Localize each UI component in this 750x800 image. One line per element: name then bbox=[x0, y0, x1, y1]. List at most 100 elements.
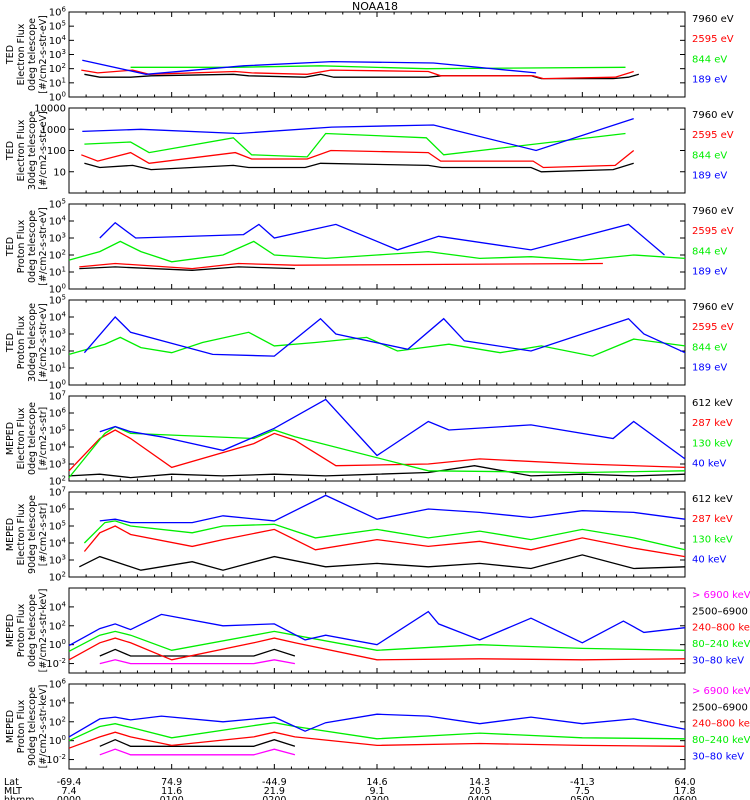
y-tick-label: 102 bbox=[49, 475, 66, 488]
y-tick-label: 100 bbox=[49, 379, 66, 392]
legend-entry: 844 eV bbox=[692, 246, 727, 257]
series-line-0 bbox=[68, 331, 686, 357]
series-line-3 bbox=[99, 221, 665, 256]
y-axis-label: [#/cm2-s-str] bbox=[38, 503, 49, 566]
panel-frame-2 bbox=[68, 203, 686, 290]
series-line-1 bbox=[83, 525, 686, 558]
y-tick-label: 102 bbox=[49, 715, 66, 728]
y-axis-label: Proton Flux bbox=[16, 315, 27, 369]
series-line-2 bbox=[130, 65, 626, 70]
y-axis-label: 0deg telescope bbox=[27, 210, 38, 283]
mlt-label: 21.9 bbox=[264, 786, 285, 797]
y-tick-label: 103 bbox=[49, 48, 66, 61]
y-tick-label: 104 bbox=[49, 215, 67, 228]
y-axis-label: [#/cm2-s-str-eV] bbox=[38, 111, 49, 190]
y-tick-label: 105 bbox=[49, 520, 66, 533]
y-tick-label: 100 bbox=[49, 91, 66, 104]
y-tick-label: 102 bbox=[49, 249, 66, 262]
series-line-4 bbox=[68, 713, 686, 738]
axis-row-label: Lat bbox=[4, 777, 19, 788]
legend-entry: 7960 eV bbox=[692, 302, 734, 313]
series-line-1 bbox=[99, 738, 296, 747]
legend-entry: 189 eV bbox=[692, 267, 727, 278]
lat-label: -69.4 bbox=[57, 777, 82, 788]
legend-entry: 287 keV bbox=[692, 514, 733, 525]
legend-entry: 189 eV bbox=[692, 171, 727, 182]
mlt-label: 9.1 bbox=[369, 786, 384, 797]
y-tick-label: 107 bbox=[49, 486, 66, 499]
y-axis-label: Electron Flux bbox=[16, 407, 27, 469]
series-line-0 bbox=[68, 465, 686, 479]
y-tick-label: 102 bbox=[49, 62, 66, 75]
y-axis-label: [#/cm2-s-str-eV] bbox=[38, 303, 49, 382]
y-axis-label: Proton Flux bbox=[16, 603, 27, 657]
series-line-2 bbox=[68, 240, 686, 263]
legend-entry: 80–240 keV bbox=[692, 735, 750, 746]
y-tick-label: 107 bbox=[49, 390, 66, 403]
legend-entry: 240–800 keV bbox=[692, 719, 750, 730]
series-line-2 bbox=[68, 637, 686, 661]
y-axis-label: MEPED bbox=[5, 518, 16, 551]
series-line-0 bbox=[79, 554, 686, 571]
series-line-4 bbox=[68, 610, 686, 647]
y-tick-label: 104 bbox=[49, 696, 67, 709]
lat-label: 64.0 bbox=[674, 777, 695, 788]
series-line-0 bbox=[84, 73, 639, 80]
hhmm-label: 0400 bbox=[468, 795, 492, 800]
y-tick-label: 101 bbox=[49, 76, 66, 89]
y-axis-label: [#/cm2-s-str-keV] bbox=[38, 589, 49, 673]
y-tick-label: 100 bbox=[49, 283, 66, 296]
legend-entry: 130 keV bbox=[692, 534, 733, 545]
y-tick-label: 102 bbox=[49, 619, 66, 632]
y-tick-label: 1000 bbox=[41, 125, 66, 136]
y-tick-label: 104 bbox=[49, 311, 67, 324]
y-axis-label: [#/cm2-s-str-eV] bbox=[38, 15, 49, 94]
y-axis-label: 0deg telescope bbox=[27, 594, 38, 667]
hhmm-label: 0600 bbox=[673, 795, 697, 800]
series-line-2 bbox=[68, 425, 686, 479]
legend-entry: 2500–6900 bbox=[692, 702, 748, 713]
legend-entry: 612 keV bbox=[692, 494, 733, 505]
y-axis-label: [#/cm2-s-str] bbox=[38, 407, 49, 470]
legend-entry: 2595 eV bbox=[692, 34, 734, 45]
y-tick-label: 101 bbox=[49, 266, 66, 279]
panel-frame-7 bbox=[68, 683, 686, 770]
chart-title: NOAA18 bbox=[351, 0, 399, 13]
series-line-3 bbox=[82, 117, 634, 152]
panel-frame-0 bbox=[68, 11, 686, 98]
y-tick-label: 104 bbox=[49, 34, 67, 47]
y-axis-label: MEPED bbox=[5, 710, 16, 743]
y-tick-label: 104 bbox=[49, 441, 67, 454]
legend-entry: 80–240 keV bbox=[692, 639, 750, 650]
y-axis-label: TED bbox=[5, 333, 16, 353]
series-line-0 bbox=[99, 659, 296, 665]
legend-entry: 189 eV bbox=[692, 363, 727, 374]
y-axis-label: MEPED bbox=[5, 422, 16, 455]
y-tick-label: 10000 bbox=[34, 104, 66, 115]
series-line-3 bbox=[82, 59, 537, 75]
y-axis-label: 90deg telescope bbox=[27, 495, 38, 574]
series-line-1 bbox=[81, 69, 634, 80]
lat-label: 74.9 bbox=[161, 777, 182, 788]
legend-entry: 844 eV bbox=[692, 150, 727, 161]
mlt-label: 11.6 bbox=[161, 786, 182, 797]
y-tick-label: 106 bbox=[49, 6, 67, 19]
legend-entry: 40 keV bbox=[692, 555, 726, 566]
y-tick-label: 10-2 bbox=[46, 657, 66, 670]
series-line-3 bbox=[68, 630, 686, 652]
legend-entry: > 6900 keV bbox=[692, 686, 750, 697]
y-tick-label: 10-2 bbox=[46, 753, 66, 766]
y-tick-label: 103 bbox=[49, 458, 66, 471]
series-line-1 bbox=[79, 262, 603, 270]
series-line-1 bbox=[81, 149, 635, 169]
y-tick-label: 106 bbox=[49, 678, 67, 691]
panel-frame-5 bbox=[68, 491, 686, 578]
y-tick-label: 100 bbox=[49, 734, 66, 747]
series-line-1 bbox=[68, 429, 686, 472]
series-line-2 bbox=[83, 520, 686, 551]
y-tick-label: 105 bbox=[49, 198, 66, 211]
hhmm-label: 0300 bbox=[365, 795, 389, 800]
y-tick-label: 101 bbox=[49, 362, 66, 375]
